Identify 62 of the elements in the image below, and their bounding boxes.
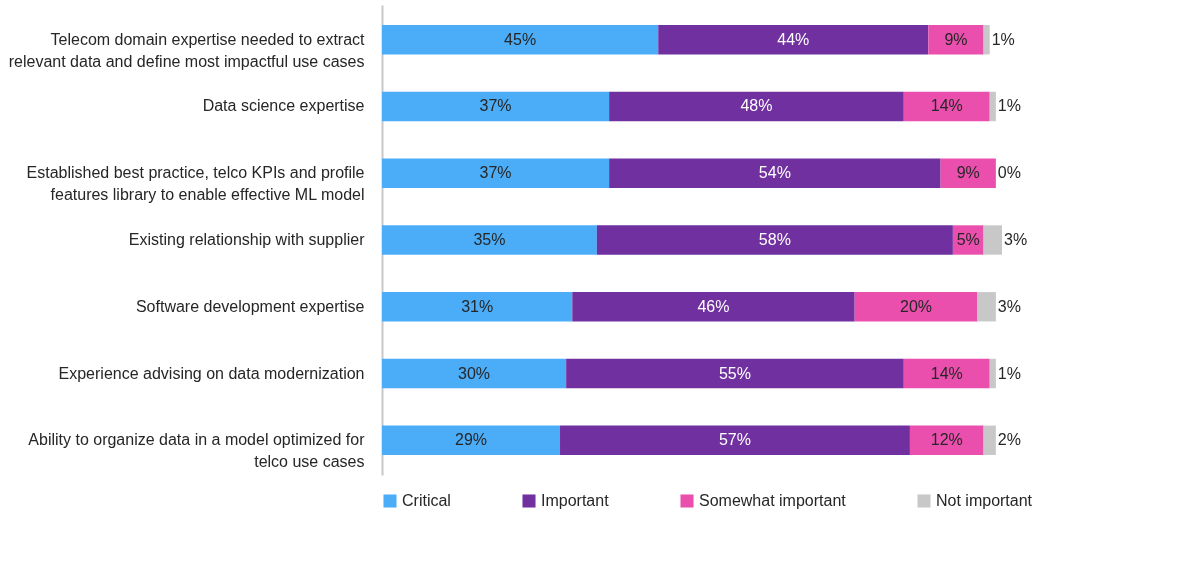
- data-label: 2%: [997, 431, 1021, 449]
- bar: [609, 158, 941, 188]
- data-label: 31%: [461, 297, 494, 315]
- bar: [382, 158, 610, 188]
- legend-label: Critical: [402, 492, 451, 509]
- data-label: 1%: [991, 30, 1015, 48]
- bar: [658, 25, 929, 55]
- data-label: 1%: [997, 364, 1021, 382]
- data-label: 9%: [956, 164, 980, 182]
- data-label: 54%: [758, 164, 791, 182]
- data-label: 20%: [900, 297, 933, 315]
- data-label: 37%: [479, 164, 512, 182]
- bar: [983, 25, 990, 55]
- bar: [983, 425, 996, 455]
- data-label: 30%: [458, 364, 491, 382]
- bar: [977, 292, 996, 322]
- y-tick-label: Software development expertise: [135, 297, 365, 315]
- bar: [903, 358, 990, 389]
- data-label: 29%: [454, 431, 488, 449]
- bar: [903, 91, 990, 122]
- data-label: 0%: [997, 164, 1021, 182]
- bar: [560, 425, 910, 455]
- data-label: 44%: [777, 30, 810, 48]
- data-label: 35%: [473, 231, 506, 248]
- bar: [382, 225, 597, 255]
- bar: [382, 358, 567, 389]
- y-tick-label: Telecom domain expertise needed to extract relevant data and define most impactful use cases: [8, 30, 366, 70]
- legend-label: Important: [541, 492, 610, 509]
- data-label: 46%: [697, 297, 730, 315]
- bar: [609, 91, 904, 122]
- y-tick-label: Established best practice, telco KPIs and profile features library to enable effective ML model: [26, 164, 365, 204]
- bar: [854, 292, 978, 322]
- bar: [989, 91, 996, 122]
- data-label: 9%: [944, 30, 968, 48]
- data-label: 48%: [740, 97, 773, 115]
- data-label: 58%: [758, 231, 791, 248]
- bar: [382, 25, 659, 55]
- bar: [572, 292, 855, 322]
- data-label: 14%: [930, 364, 963, 382]
- data-label: 57%: [718, 431, 751, 449]
- data-label: 5%: [956, 231, 980, 248]
- data-label: 12%: [930, 431, 963, 449]
- y-tick-label: Experience advising on data modernization: [58, 364, 365, 382]
- legend-label: Somewhat important: [699, 492, 847, 509]
- data-label: 3%: [997, 297, 1021, 315]
- bar: [596, 225, 953, 255]
- data-label: 37%: [479, 97, 512, 115]
- bar: [382, 91, 610, 122]
- bar: [566, 358, 904, 389]
- bar: [989, 358, 996, 389]
- data-label: 55%: [718, 364, 751, 382]
- y-tick-label: Data science expertise: [202, 97, 365, 115]
- bar: [382, 425, 561, 455]
- legend-label: Not important: [936, 492, 1033, 509]
- data-label: 1%: [997, 97, 1021, 115]
- bar: [382, 292, 573, 322]
- y-tick-label: Existing relationship with supplier: [128, 231, 366, 248]
- data-label: 14%: [930, 97, 963, 115]
- y-tick-label: Ability to organize data in a model optimized for telco use cases: [28, 431, 366, 471]
- data-label: 3%: [1004, 231, 1028, 248]
- bar: [983, 225, 1002, 255]
- data-label: 45%: [504, 30, 537, 48]
